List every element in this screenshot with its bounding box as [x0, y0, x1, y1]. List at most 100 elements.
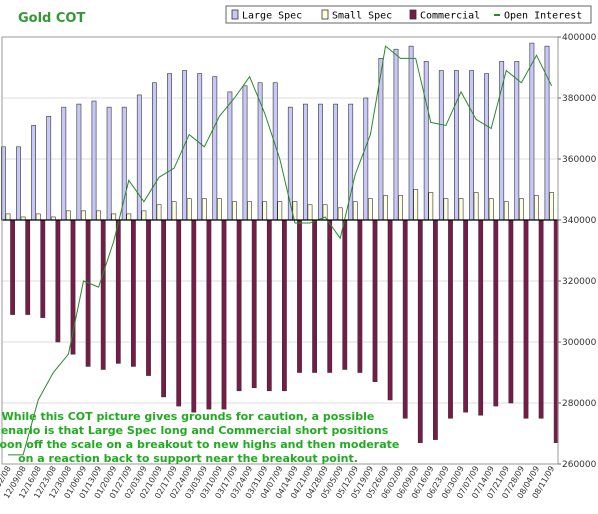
bar-small-spec — [35, 213, 41, 221]
bar-small-spec — [66, 210, 71, 221]
legend-swatch-large-spec — [231, 9, 239, 20]
bar-commercial — [417, 219, 423, 443]
bar-small-spec — [503, 201, 509, 221]
legend-label-commercial: Commercial — [420, 11, 480, 22]
bar-commercial — [402, 219, 408, 419]
bar-small-spec — [307, 204, 313, 221]
bar-commercial — [508, 219, 514, 404]
bar-small-spec — [518, 198, 524, 221]
open-interest-line-group — [8, 45, 553, 456]
bar-small-spec — [352, 201, 358, 221]
bar-commercial — [191, 219, 197, 413]
bar-small-spec — [141, 210, 147, 221]
bar-small-spec — [156, 204, 162, 221]
bar-large-spec — [272, 82, 278, 221]
bar-commercial — [85, 219, 91, 367]
bar-commercial — [221, 219, 227, 410]
annotation-line: on a reaction back to support near the b… — [18, 452, 358, 465]
bar-commercial — [372, 219, 378, 382]
bar-small-spec — [232, 201, 237, 221]
bar-commercial — [206, 219, 212, 410]
bar-commercial — [523, 219, 529, 419]
bar-large-spec — [242, 85, 248, 221]
bar-commercial — [176, 219, 182, 407]
bar-small-spec — [383, 195, 388, 221]
bar-large-spec — [152, 82, 157, 221]
bar-commercial — [266, 219, 272, 392]
bar-commercial — [448, 219, 453, 419]
bar-small-spec — [247, 201, 252, 221]
bar-commercial — [100, 219, 106, 370]
legend-box — [225, 5, 592, 24]
bar-small-spec — [488, 198, 494, 221]
bar-commercial — [538, 219, 544, 419]
legend-label-open-interest: Open Interest — [504, 11, 582, 22]
bar-small-spec — [81, 210, 86, 221]
bar-large-spec — [363, 97, 369, 221]
legend-label-large-spec: Large Spec — [242, 11, 302, 22]
bar-commercial — [387, 219, 393, 401]
chart-title: Gold COT — [18, 11, 85, 26]
bar-small-spec — [413, 189, 419, 221]
y-tick-label: 320000 — [562, 277, 597, 287]
bar-small-spec — [337, 207, 343, 221]
bar-large-spec — [469, 70, 474, 221]
bar-small-spec — [367, 198, 373, 221]
bar-commercial — [297, 219, 302, 373]
bar-large-spec — [484, 73, 489, 221]
bar-large-spec — [46, 116, 52, 221]
bar-commercial — [131, 219, 136, 367]
annotation-line: scenario is that Large Spec long and Com… — [0, 424, 389, 437]
bar-large-spec — [76, 103, 82, 221]
bar-large-spec — [91, 100, 97, 221]
bar-large-spec — [499, 61, 505, 221]
bar-large-spec — [136, 94, 142, 221]
bar-small-spec — [262, 201, 268, 221]
bar-small-spec — [111, 213, 117, 221]
bar-commercial — [25, 219, 31, 315]
bar-commercial — [342, 219, 348, 370]
y-tick-label: 300000 — [562, 338, 597, 348]
bar-large-spec — [514, 61, 520, 221]
open-interest-line — [8, 45, 553, 456]
axes — [1, 36, 559, 465]
bar-small-spec — [126, 213, 132, 221]
bar-large-spec — [61, 106, 67, 221]
bar-small-spec — [201, 198, 207, 221]
bar-small-spec — [96, 210, 101, 221]
bar-small-spec — [171, 201, 177, 221]
bar-commercial — [251, 219, 257, 389]
bar-large-spec — [167, 73, 172, 221]
bar-small-spec — [428, 192, 434, 221]
bar-commercial — [161, 219, 166, 398]
legend-swatch-commercial — [409, 9, 417, 20]
bar-large-spec — [318, 103, 323, 221]
annotation-line: While this COT picture gives grounds for… — [2, 410, 375, 423]
bar-commercial — [55, 219, 61, 343]
bar-small-spec — [398, 195, 403, 221]
bar-large-spec — [106, 106, 112, 221]
y-tick-label: 400000 — [562, 33, 597, 43]
bar-commercial — [115, 219, 121, 364]
bar-large-spec — [393, 48, 399, 221]
bar-commercial — [327, 219, 333, 373]
bar-small-spec — [277, 201, 283, 221]
legend: Large Spec Small Spec Commercial Open Inter… — [225, 5, 592, 24]
bar-large-spec — [227, 91, 233, 221]
bar-small-spec — [458, 198, 464, 221]
y-tick-labels: 260000 280000 300000 320000 340000 360000 3800… — [558, 33, 597, 470]
bar-small-spec — [549, 192, 554, 221]
bar-large-spec — [544, 45, 550, 221]
bar-commercial — [10, 219, 15, 315]
bar-large-spec — [197, 73, 203, 221]
bar-commercial — [236, 219, 242, 392]
bar-commercial — [146, 219, 151, 376]
bar-small-spec — [534, 195, 539, 221]
bar-small-spec — [5, 213, 11, 221]
bar-large-spec — [31, 125, 36, 221]
bar-commercial — [432, 219, 438, 440]
bar-commercial — [281, 219, 287, 392]
bar-small-spec — [217, 198, 222, 221]
legend-label-small-spec: Small Spec — [332, 11, 392, 22]
